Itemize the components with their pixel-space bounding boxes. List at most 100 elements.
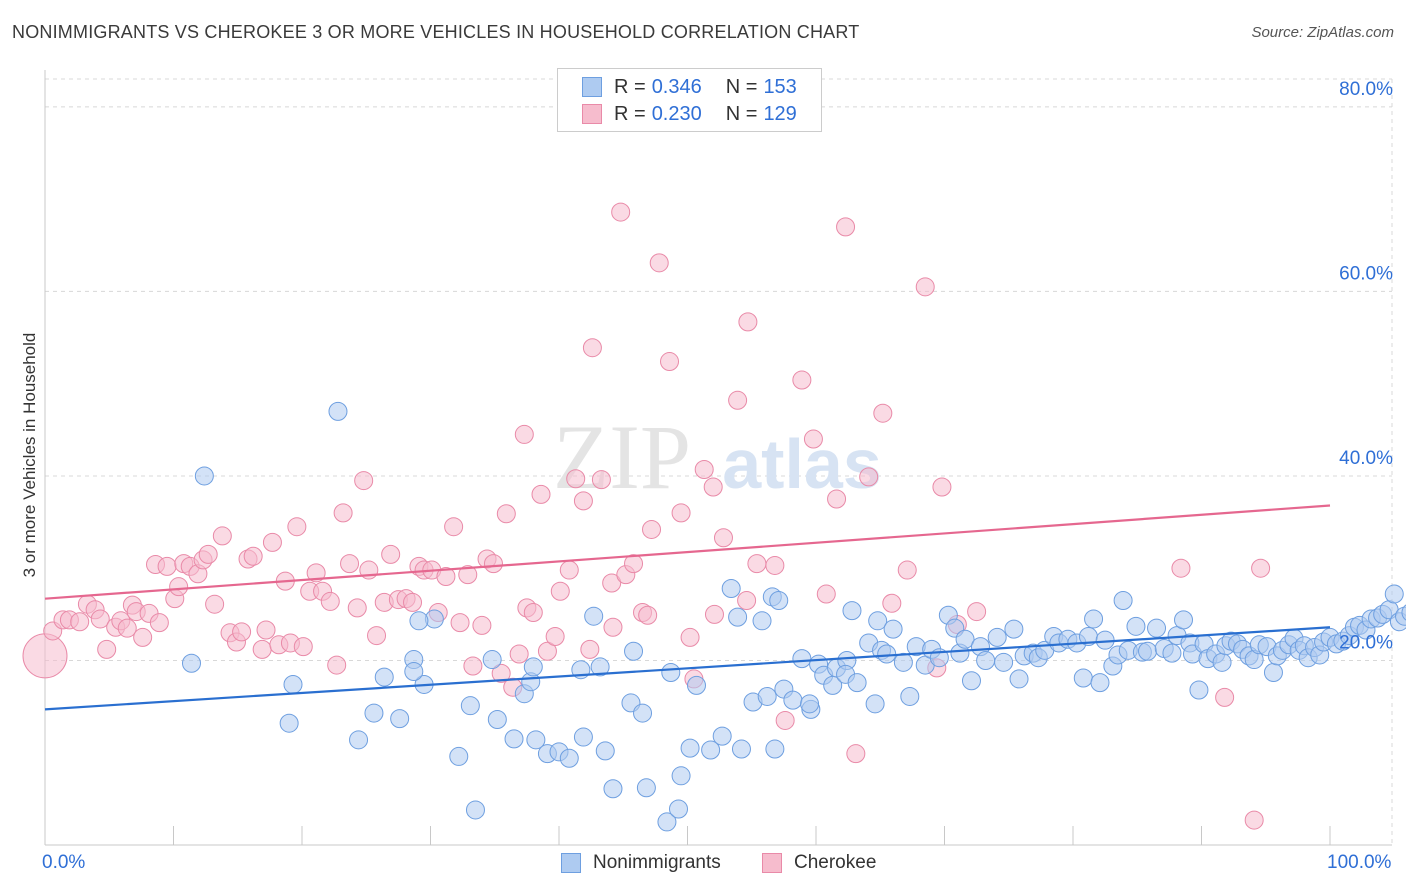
legend-r-value: 0.230 <box>651 102 702 125</box>
cherokee-point <box>306 563 326 583</box>
nonimmigrants-point <box>1263 662 1283 682</box>
cherokee-point <box>1251 558 1271 578</box>
cherokee-point <box>523 603 543 622</box>
cherokee-point <box>1215 687 1235 707</box>
cherokee-point <box>117 618 137 638</box>
nonimmigrants-point <box>559 748 579 768</box>
nonimmigrants-point <box>283 674 303 694</box>
cherokee-point <box>602 573 622 593</box>
cherokee-point <box>496 504 516 524</box>
nonimmigrants-point <box>1073 668 1093 688</box>
nonimmigrants-point <box>1113 591 1133 611</box>
cherokee-point <box>212 526 232 546</box>
x-tick-label-max: 100.0% <box>1327 852 1392 873</box>
cherokee-point <box>827 489 847 509</box>
cherokee-point <box>149 613 169 633</box>
nonimmigrants-point <box>883 619 903 639</box>
cherokee-point <box>472 615 492 635</box>
cherokee-point <box>737 591 757 611</box>
bottom-legend-cherokee: Cherokee <box>762 852 876 874</box>
nonimmigrants-point <box>409 611 429 631</box>
bottom-legend-label: Nonimmigrants <box>593 852 721 873</box>
nonimmigrants-point <box>731 739 751 759</box>
cherokee-point <box>1244 810 1264 830</box>
nonimmigrants-point <box>523 657 543 677</box>
cherokee-point <box>932 477 952 497</box>
nonimmigrants-point <box>636 778 656 798</box>
nonimmigrants-point <box>460 696 480 716</box>
nonimmigrants-point <box>792 649 812 669</box>
nonimmigrants-point <box>961 671 981 691</box>
cherokee-point <box>327 655 347 675</box>
cherokee-point <box>747 554 767 574</box>
cherokee-point <box>293 637 313 657</box>
cherokee-point <box>694 459 714 479</box>
nonimmigrants-point <box>590 657 610 677</box>
cherokee-point <box>262 532 282 552</box>
y-tick-label: 80.0% <box>1339 79 1393 100</box>
bottom-legend-swatch-pink <box>762 853 782 873</box>
nonimmigrants-point <box>624 641 644 661</box>
nonimmigrants-point <box>1189 680 1209 700</box>
cherokee-point <box>403 592 423 612</box>
cherokee-point <box>566 469 586 489</box>
nonimmigrants-point <box>328 401 348 421</box>
cherokee-point <box>483 554 503 574</box>
nonimmigrants-point <box>279 713 299 733</box>
cherokee-point <box>458 565 478 585</box>
nonimmigrants-point <box>669 799 689 819</box>
nonimmigrants-point <box>994 652 1014 672</box>
cherokee-point <box>765 555 785 575</box>
legend-swatch-pink <box>582 104 602 124</box>
nonimmigrants-point <box>987 627 1007 647</box>
watermark-zip: ZIP <box>553 406 691 508</box>
nonimmigrants-point <box>487 710 507 730</box>
cherokee-point <box>531 484 551 504</box>
cherokee-point <box>638 605 658 625</box>
cherokee-point <box>897 560 917 580</box>
cherokee-point <box>90 609 110 629</box>
nonimmigrants-point <box>757 686 777 706</box>
cherokee-point <box>169 577 189 597</box>
legend-n-value: 153 <box>763 75 797 98</box>
cherokee-point <box>915 277 935 297</box>
nonimmigrants-point <box>686 675 706 695</box>
cherokee-point <box>846 744 866 764</box>
legend-swatch-blue <box>582 77 602 97</box>
axes <box>44 70 1392 846</box>
cherokee-point <box>713 528 733 548</box>
cherokee-point <box>816 584 836 604</box>
cherokee-point <box>624 554 644 574</box>
cherokee-point <box>703 477 723 497</box>
cherokee-point <box>550 581 570 601</box>
nonimmigrants-point <box>765 739 785 759</box>
cherokee-points <box>22 202 1271 830</box>
correlation-legend: R = 0.346 N = 153 R = 0.230 N = 129 <box>557 68 822 132</box>
nonimmigrants-point <box>526 730 546 750</box>
cherokee-point <box>333 503 353 523</box>
cherokee-point <box>444 517 464 537</box>
legend-n-value: 129 <box>763 102 797 125</box>
x-tick-label-min: 0.0% <box>42 852 86 873</box>
nonimmigrants-point <box>1162 643 1182 663</box>
legend-r-label: R = <box>614 102 646 125</box>
nonimmigrants-point <box>769 591 789 611</box>
nonimmigrants-point <box>504 729 524 749</box>
cherokee-point <box>559 560 579 580</box>
legend-n-label: N = <box>725 75 758 98</box>
cherokee-point <box>70 612 90 632</box>
chart-title: NONIMMIGRANTS VS CHEROKEE 3 OR MORE VEHI… <box>12 22 860 42</box>
nonimmigrants-point <box>404 662 424 682</box>
legend-r-value: 0.346 <box>651 75 702 98</box>
y-tick-label: 40.0% <box>1339 448 1393 469</box>
nonimmigrants-point <box>657 812 677 832</box>
nonimmigrants-point <box>661 662 681 682</box>
nonimmigrants-point <box>1138 641 1158 661</box>
nonimmigrants-point <box>1090 673 1110 693</box>
cherokee-point <box>381 544 401 564</box>
nonimmigrants-point <box>893 652 913 672</box>
cherokee-point <box>463 656 483 676</box>
legend-r-label: R = <box>614 75 646 98</box>
nonimmigrants-point <box>865 694 885 714</box>
nonimmigrants-point <box>868 611 888 631</box>
